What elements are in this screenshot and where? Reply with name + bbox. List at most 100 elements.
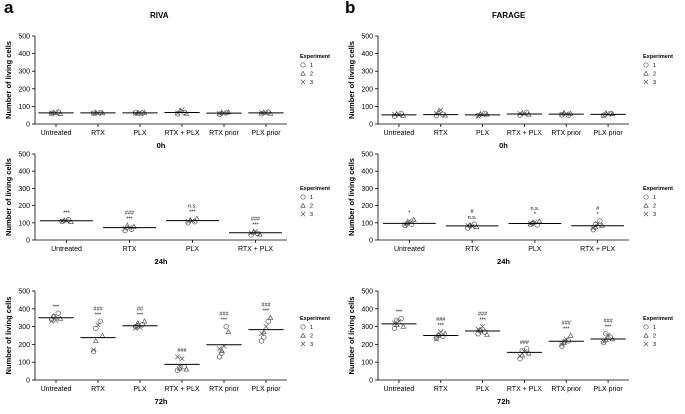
farage-0h-point [601, 112, 607, 118]
farage-72h-point [561, 339, 567, 345]
riva-24h-legend-triangle-icon [300, 202, 306, 208]
riva-72h-point [55, 310, 61, 316]
riva-72h-legend-label: 2 [310, 334, 313, 340]
farage-72h-ylabel: Number of living cells [347, 297, 356, 375]
riva-72h-significance: *** [221, 318, 228, 324]
riva-72h-point [177, 364, 183, 371]
riva-24h-xtick-label: RTX + PLX [238, 246, 273, 253]
riva-0h-xtick-label: PLX [133, 130, 147, 137]
farage-72h-point [394, 317, 400, 324]
farage-0h-xtick-label: RTX + PLX [507, 130, 542, 137]
farage-0h-legend-triangle-icon [643, 70, 649, 76]
riva-72h-point [97, 318, 103, 324]
riva-24h-point [129, 226, 135, 232]
farage-24h-legend-title: Experiment [643, 186, 673, 192]
farage-72h-title: 72h [497, 397, 510, 406]
farage-72h-legend-triangle-icon [643, 332, 649, 338]
farage-0h-ytick-label: 0 [369, 122, 373, 129]
riva-0h-legend-circle-icon [300, 62, 306, 68]
riva-72h-legend-triangle-icon [300, 332, 306, 338]
riva-24h-ytick-label: 100 [18, 220, 30, 227]
farage-72h-point [559, 341, 565, 347]
farage-0h-title: 0h [499, 141, 508, 150]
farage-0h-point [567, 110, 574, 116]
farage-72h-legend-label: 3 [653, 342, 656, 348]
riva-0h-point [57, 110, 64, 116]
farage-24h-point [408, 221, 415, 227]
farage-72h-ytick-label: 0 [369, 378, 373, 385]
farage-0h-xtick-label: PLX [476, 130, 490, 137]
farage-72h-point [561, 339, 567, 345]
riva-0h-point [183, 110, 190, 116]
riva-0h-xtick-label: RTX prior [209, 130, 239, 137]
farage-72h-significance: ### [478, 312, 488, 318]
farage-72h-significance: *** [479, 318, 486, 324]
riva-72h-point [223, 323, 229, 330]
riva-24h-title: 24h [155, 257, 168, 266]
panel-b-label: b [345, 0, 356, 17]
riva-24h-significance: *** [252, 222, 259, 228]
farage-72h-ytick-label: 500 [361, 289, 373, 296]
riva-24h-point [185, 218, 191, 224]
farage-72h-significance: *** [438, 323, 445, 329]
riva-72h-significance: ### [177, 348, 187, 354]
farage-24h-legend-label: 2 [653, 204, 656, 210]
riva-24h-significance: *** [189, 210, 196, 216]
farage-72h-xtick-label: RTX [434, 386, 448, 393]
farage-72h-ytick-label: 400 [361, 306, 373, 313]
farage-72h-point [435, 331, 442, 337]
farage-0h-xtick-label: RTX [434, 130, 448, 137]
riva-24h-significance: ### [125, 210, 135, 216]
farage-72h-point [517, 353, 523, 359]
riva-72h-significance: ## [137, 306, 144, 312]
riva-0h-ytick-label: 500 [18, 34, 30, 41]
farage-0h-legend-label: 1 [653, 63, 656, 69]
riva-72h-ytick-label: 500 [18, 289, 30, 296]
farage-0h-ytick-label: 100 [361, 104, 373, 111]
riva-72h-point [225, 328, 232, 335]
riva-72h-point [175, 354, 181, 360]
farage-24h-ytick-label: 300 [361, 186, 373, 193]
farage-0h-point [438, 107, 444, 113]
riva-72h-title: 72h [155, 397, 168, 406]
farage-72h-point [523, 346, 530, 352]
farage-72h-legend-label: 1 [653, 325, 656, 331]
riva-72h-xtick-label: RTX [91, 386, 105, 393]
farage-24h-significance: * [408, 211, 411, 217]
riva-24h-ytick-label: 500 [18, 152, 30, 159]
riva-0h-point [141, 109, 148, 115]
riva-24h-point [68, 218, 74, 224]
riva-0h-point [179, 107, 185, 113]
farage-72h-legend-cross-icon [643, 341, 649, 347]
farage-24h-legend-triangle-icon [643, 202, 649, 208]
riva-72h-ylabel: Number of living cells [4, 297, 13, 375]
farage-72h-significance: ### [603, 319, 613, 325]
riva-72h-ytick-label: 0 [26, 378, 30, 385]
riva-72h-point [179, 356, 185, 362]
farage-24h-legend-label: 3 [653, 212, 656, 218]
farage-24h-point [597, 218, 603, 224]
riva-0h-legend-cross-icon [300, 79, 306, 85]
riva-72h-point [90, 348, 97, 355]
riva-72h-significance: *** [137, 312, 144, 318]
riva-72h-point [134, 320, 141, 326]
riva-72h-legend-title: Experiment [300, 316, 330, 322]
farage-24h-significance: # [596, 206, 600, 212]
riva-24h-significance: n.s. [188, 204, 197, 210]
riva-24h-legend-label: 3 [310, 212, 313, 218]
farage-24h-xtick-label: Untreated [394, 246, 425, 253]
farage-0h-legend-label: 3 [653, 80, 656, 86]
farage-24h-point [410, 216, 417, 222]
riva-0h-legend-label: 3 [310, 80, 313, 86]
riva-24h-ytick-label: 200 [18, 203, 30, 210]
riva-72h-ytick-label: 300 [18, 324, 30, 331]
riva-72h-point [261, 334, 267, 340]
riva-72h-point [133, 325, 139, 331]
farage-0h-legend-title: Experiment [643, 54, 673, 60]
farage-72h-xtick-label: PLX [476, 386, 490, 393]
riva-24h-point [194, 215, 200, 221]
farage-72h-point [391, 320, 398, 326]
farage-24h-legend-cross-icon [643, 211, 649, 217]
riva-24h-ytick-label: 0 [26, 238, 30, 245]
panel-a-label: a [4, 0, 14, 17]
